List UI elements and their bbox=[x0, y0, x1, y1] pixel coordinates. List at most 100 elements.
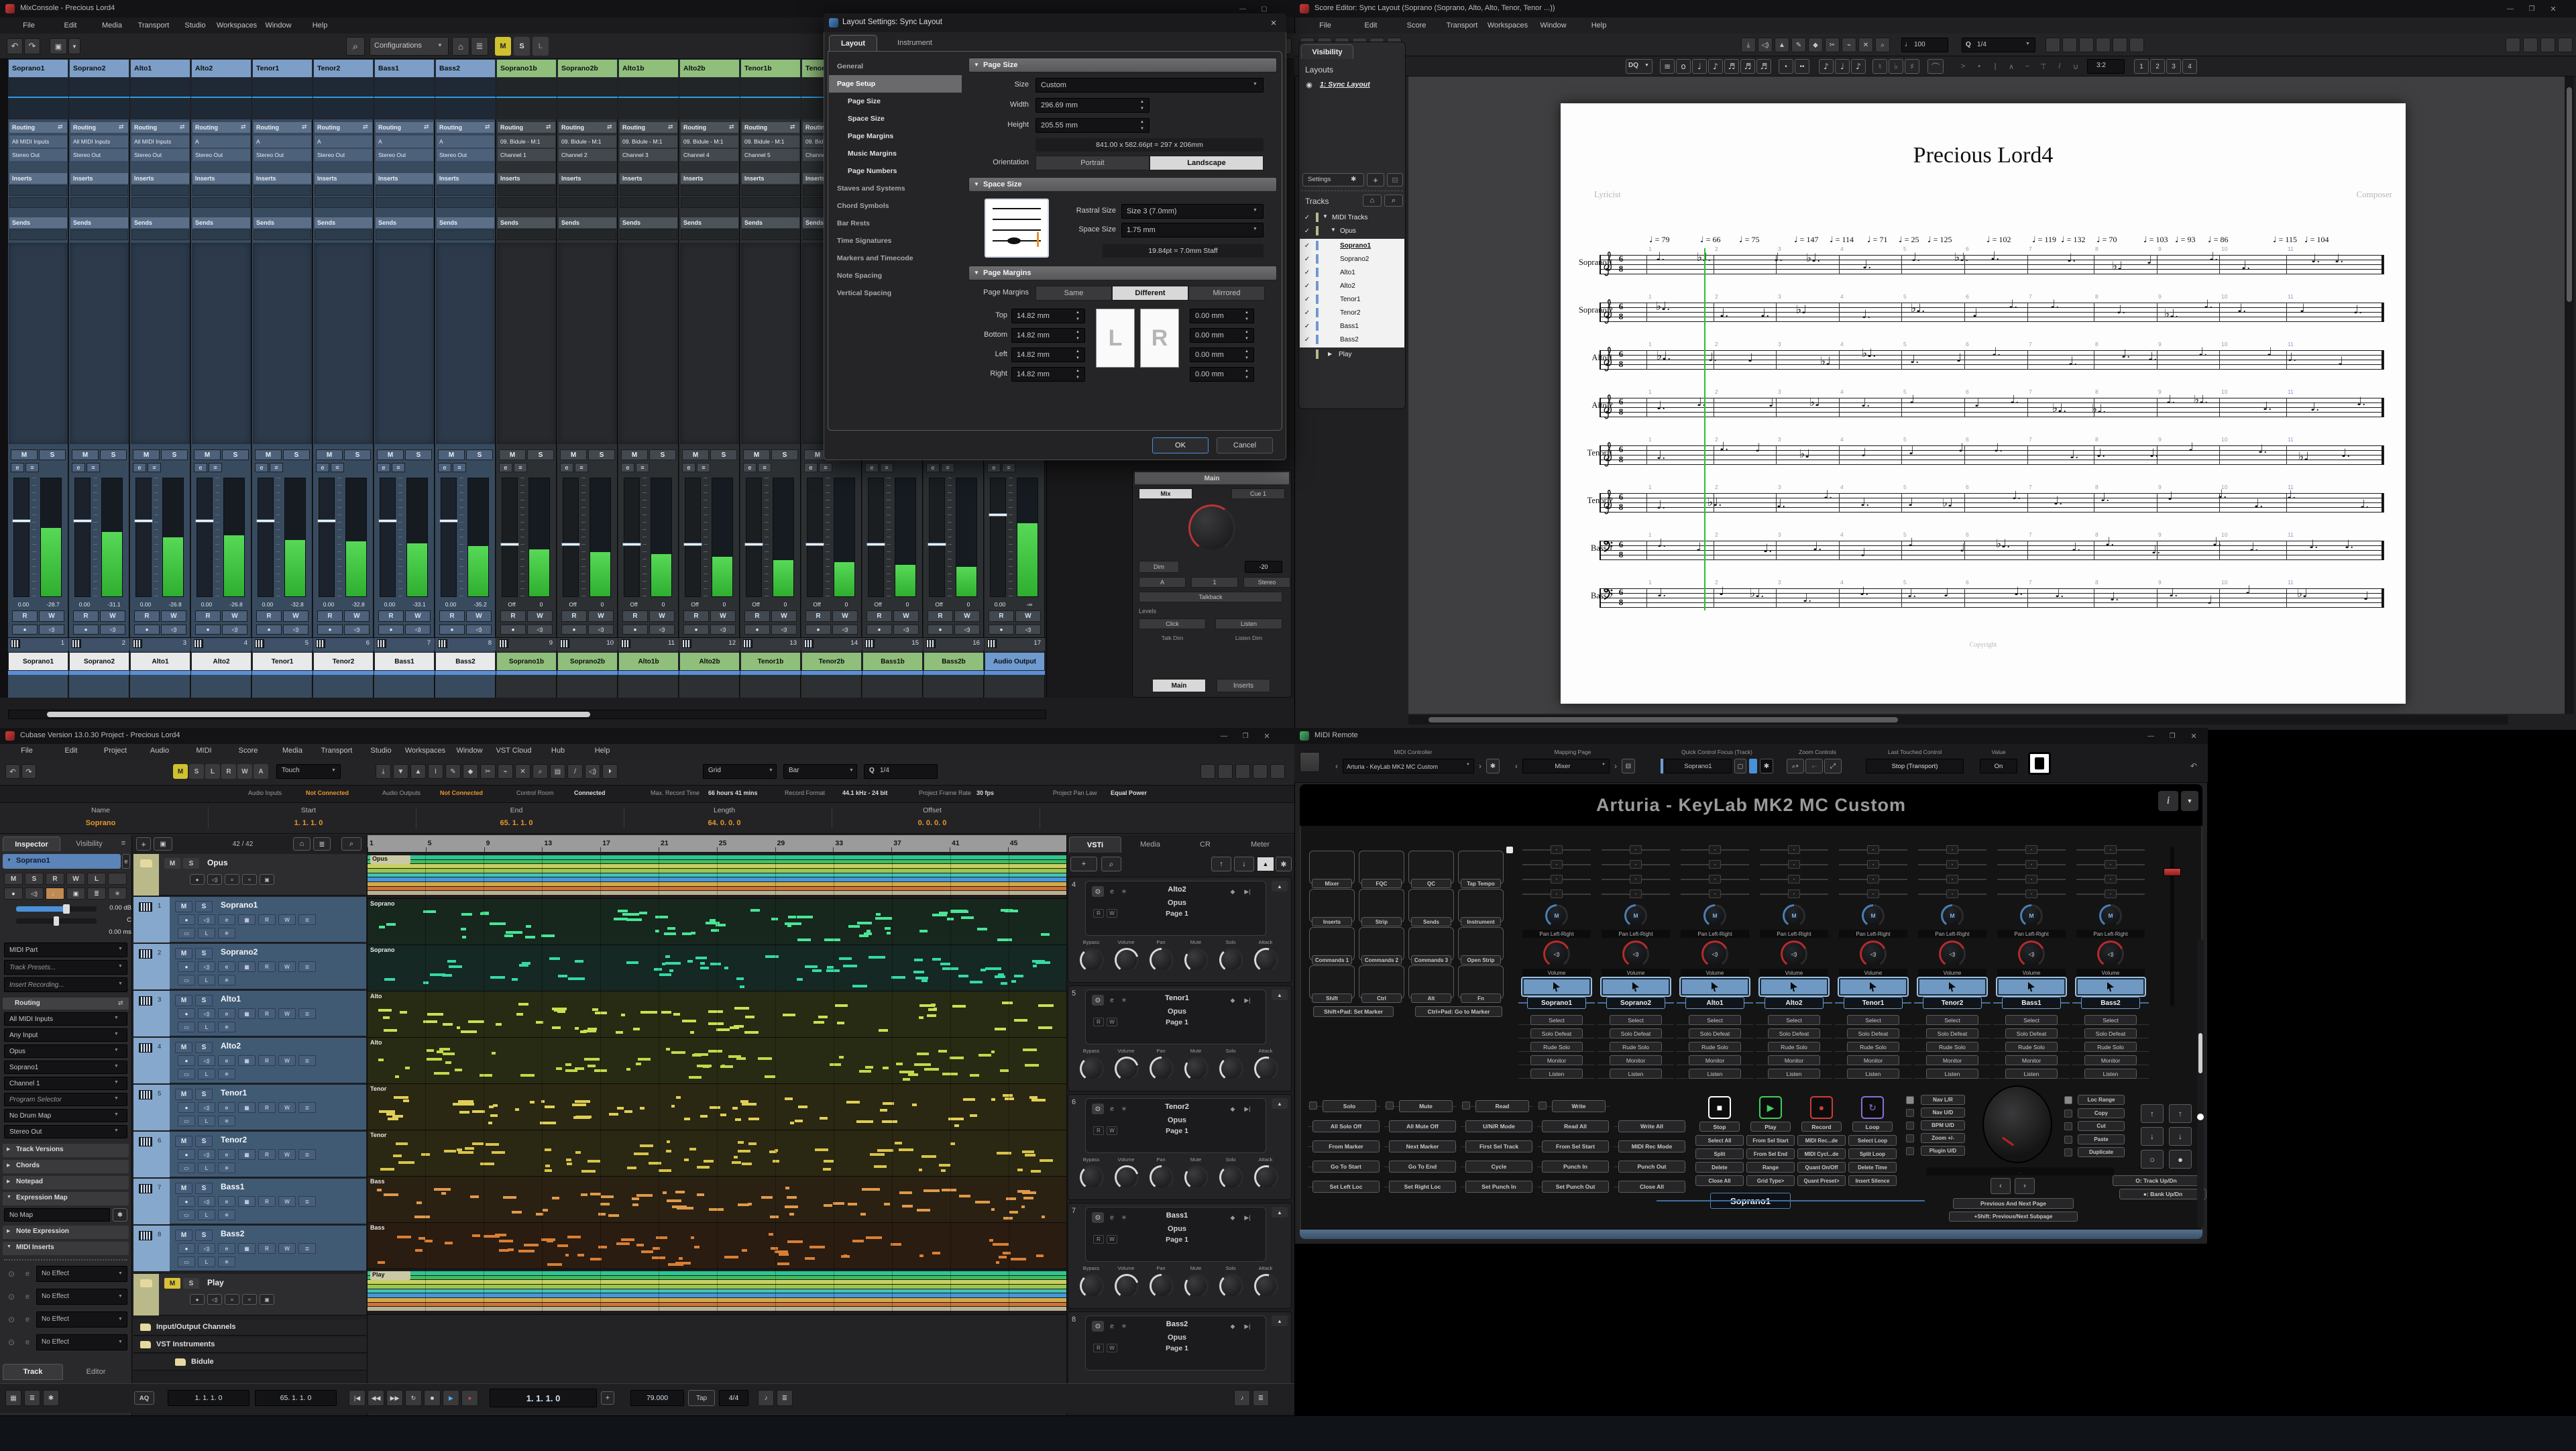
read-icon[interactable]: R bbox=[258, 1102, 276, 1113]
routing-input[interactable]: A bbox=[315, 136, 372, 148]
nav-item-general[interactable]: General bbox=[837, 62, 864, 70]
margin-right-field[interactable] bbox=[1190, 347, 1254, 362]
insert-slot[interactable] bbox=[9, 197, 67, 208]
pad[interactable] bbox=[1359, 927, 1404, 961]
routing-input[interactable]: 09. Bidule - M:1 bbox=[559, 136, 616, 148]
menu-item-media[interactable]: Media bbox=[282, 747, 302, 755]
inserts-section-header[interactable]: Inserts bbox=[131, 173, 189, 184]
monitor-icon[interactable]: ◁) bbox=[198, 1102, 215, 1113]
insert-slot[interactable] bbox=[437, 185, 494, 196]
instrument-icon[interactable]: ▦ bbox=[238, 1149, 256, 1160]
tab-layout[interactable]: Layout bbox=[829, 35, 877, 51]
channel-settings-icon[interactable]: ≡ bbox=[575, 463, 588, 472]
note-duration-icon[interactable]: ♩ bbox=[1692, 59, 1707, 74]
power-icon[interactable]: ⊙ bbox=[1092, 1321, 1104, 1332]
strip-button-rude-solo[interactable]: Rude Solo bbox=[1768, 1042, 1820, 1052]
close-icon[interactable]: ✕ bbox=[2190, 732, 2197, 741]
channel-edit-button[interactable]: e bbox=[255, 463, 268, 472]
move-up-icon[interactable]: ↑ bbox=[1211, 857, 1231, 871]
strip-button-listen[interactable]: Listen bbox=[1530, 1069, 1583, 1079]
note-duration-icon[interactable]: ≡ bbox=[1660, 59, 1675, 74]
cr-dim-button[interactable]: Dim bbox=[1139, 561, 1179, 573]
led-indicator[interactable] bbox=[1309, 1101, 1317, 1110]
cr-monitor-button[interactable]: 1 bbox=[1191, 577, 1238, 588]
speaker-icon[interactable]: ◁) bbox=[344, 625, 370, 635]
write-button[interactable]: W bbox=[1107, 1018, 1117, 1026]
bypass-icon[interactable]: ≈ bbox=[242, 1294, 257, 1305]
spin-down-icon[interactable]: ▼ bbox=[1245, 317, 1249, 321]
info-value[interactable]: 64. 0. 0. 0 bbox=[708, 819, 741, 827]
read-button[interactable]: R bbox=[73, 610, 99, 622]
visibility-track-item[interactable]: Bass1 bbox=[1340, 322, 1359, 330]
insert-slot[interactable] bbox=[559, 197, 616, 208]
spin-down-icon[interactable]: ▼ bbox=[1140, 107, 1144, 111]
fader-track[interactable] bbox=[380, 478, 396, 597]
remote-button-read[interactable]: Read bbox=[1475, 1100, 1529, 1112]
automation-r-button[interactable]: R bbox=[221, 764, 236, 779]
lane-icon[interactable]: ≣ bbox=[298, 1055, 316, 1066]
write-button[interactable]: W bbox=[1107, 1344, 1117, 1352]
speaker-icon[interactable]: ◁) bbox=[832, 625, 858, 635]
instrument-icon[interactable]: ▦ bbox=[238, 1196, 256, 1207]
insert-velocity-field[interactable] bbox=[1901, 38, 1948, 52]
channel-mute-button[interactable]: M bbox=[560, 449, 587, 460]
track-extra-button[interactable] bbox=[108, 873, 127, 885]
strip-button-solo-defeat[interactable]: Solo Defeat bbox=[2005, 1028, 2058, 1038]
pad-label[interactable]: Instrument bbox=[1461, 917, 1501, 926]
pad[interactable] bbox=[1309, 851, 1355, 884]
channel-mute-button[interactable]: M bbox=[438, 449, 465, 460]
speaker-icon[interactable]: ◁) bbox=[1015, 625, 1041, 635]
project-titlebar[interactable] bbox=[0, 728, 1294, 744]
insert-slot[interactable] bbox=[620, 185, 677, 196]
power-icon[interactable]: ⊙ bbox=[1092, 995, 1104, 1006]
midi-part-lane[interactable] bbox=[368, 1223, 1066, 1269]
expand-icon[interactable]: ⤢ bbox=[1824, 759, 1842, 773]
menu-item-workspaces[interactable]: Workspaces bbox=[404, 747, 446, 755]
tree-item[interactable]: Opus bbox=[1340, 227, 1356, 235]
bank-dot-button[interactable]: ● bbox=[2169, 1150, 2192, 1169]
pad-label[interactable]: Fn bbox=[1461, 993, 1501, 1003]
spin-up-icon[interactable]: ▲ bbox=[1076, 350, 1080, 354]
eraser-icon[interactable]: ◆ bbox=[1808, 38, 1823, 52]
send-slot[interactable] bbox=[742, 229, 799, 240]
score-extra-icon[interactable] bbox=[2079, 38, 2094, 52]
freeze-icon[interactable]: ✳ bbox=[1121, 996, 1127, 1004]
channel-mute-button[interactable]: M bbox=[133, 449, 160, 460]
record-icon[interactable]: ● bbox=[178, 961, 195, 972]
margins-mode-same[interactable]: Same bbox=[1035, 286, 1112, 301]
insert-slot[interactable] bbox=[9, 185, 67, 196]
play-icon[interactable]: ▶ bbox=[443, 1390, 459, 1406]
record-icon[interactable]: ● bbox=[178, 1008, 195, 1019]
remote-button-from-sel-end[interactable]: From Sel End bbox=[1746, 1148, 1795, 1159]
time-display-field[interactable] bbox=[490, 1389, 597, 1407]
inspector-section-bar[interactable] bbox=[3, 1160, 129, 1173]
menu-item-window[interactable]: Window bbox=[265, 21, 292, 30]
mini-slider-value[interactable]: - bbox=[1551, 860, 1563, 869]
nav-item-page-margins[interactable]: Page Margins bbox=[848, 132, 894, 140]
monitor-icon[interactable]: ● bbox=[928, 625, 953, 635]
channel-header[interactable]: Alto1 bbox=[130, 59, 190, 78]
edit-icon[interactable]: e bbox=[25, 1338, 30, 1346]
speaker-icon[interactable]: ◁) bbox=[161, 625, 186, 635]
add-layout-button[interactable]: + bbox=[1367, 173, 1384, 186]
channel-settings-icon[interactable]: ≡ bbox=[87, 463, 100, 472]
menu-item-transport[interactable]: Transport bbox=[137, 21, 170, 30]
zoom-tool-icon[interactable]: ⌕ bbox=[533, 764, 548, 779]
record-transport-icon[interactable]: ● bbox=[1810, 1096, 1833, 1119]
sends-section-header[interactable]: Sends bbox=[131, 217, 189, 228]
inspector-section-bar[interactable] bbox=[3, 1192, 129, 1205]
timebase-icon[interactable]: ▭ bbox=[178, 1022, 195, 1032]
output-icon[interactable]: ▶| bbox=[1244, 888, 1251, 895]
edit-icon[interactable]: e bbox=[1110, 996, 1114, 1004]
margins-mode-different[interactable]: Different bbox=[1112, 286, 1188, 301]
preset-icon[interactable]: ◆ bbox=[1230, 1322, 1235, 1330]
midi-part-lane[interactable] bbox=[368, 1130, 1066, 1177]
rack-collapse-icon[interactable]: ▲ bbox=[1272, 989, 1288, 1000]
timebase-icon[interactable]: ♩ bbox=[46, 888, 64, 900]
inserts-section-header[interactable]: Inserts bbox=[254, 173, 311, 184]
comp-tool-icon[interactable]: ▤ bbox=[550, 764, 565, 779]
range-tool-icon[interactable]: I bbox=[428, 764, 443, 779]
lane-icon[interactable]: ≣ bbox=[87, 888, 106, 900]
edit-icon[interactable]: e bbox=[218, 914, 235, 925]
margins-mode-mirrored[interactable]: Mirrored bbox=[1188, 286, 1265, 301]
